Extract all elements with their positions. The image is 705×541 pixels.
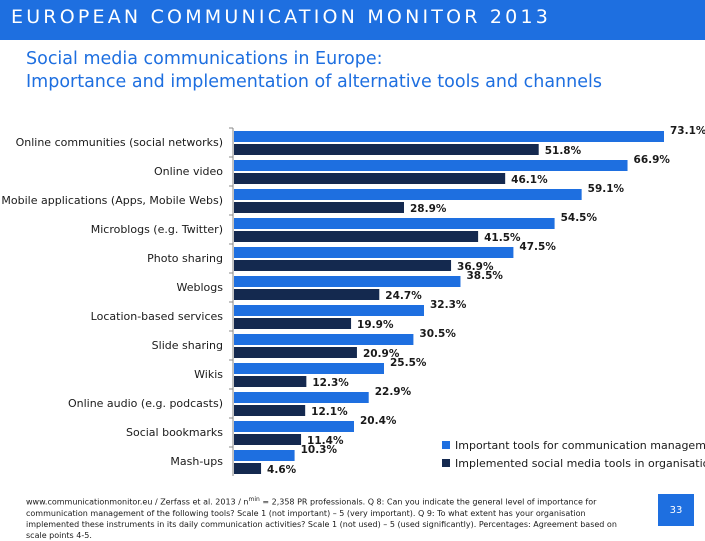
legend-item-implemented: Implemented social media tools in organi…: [442, 454, 705, 472]
header-band: EUROPEAN COMMUNICATION MONITOR 2013: [0, 0, 705, 40]
footer-source: www.communicationmonitor.eu / Zerfass et…: [26, 497, 249, 507]
bar-implemented: [234, 231, 479, 242]
bar-important: [234, 392, 369, 403]
value-label-implemented: 19.9%: [357, 319, 394, 331]
bar-important: [234, 276, 461, 287]
slide-title: Social media communications in Europe: I…: [26, 48, 602, 94]
slide-title-line-1: Social media communications in Europe:: [26, 49, 383, 69]
legend-label-important: Important tools for communication manage…: [455, 438, 705, 452]
bar-important: [234, 218, 555, 229]
legend-swatch-important: [442, 441, 450, 449]
value-label-implemented: 20.9%: [363, 348, 400, 360]
value-label-implemented: 4.6%: [267, 464, 297, 476]
category-label: Social bookmarks: [126, 426, 223, 439]
category-label: Microblogs (e.g. Twitter): [91, 223, 223, 236]
value-label-implemented: 11.4%: [307, 435, 344, 447]
value-label-important: 32.3%: [430, 299, 467, 311]
value-label-important: 47.5%: [519, 241, 556, 253]
chart-bars: Online communities (social networks) 73.1…: [1, 125, 705, 476]
bar-important: [234, 305, 424, 316]
bar-implemented: [234, 376, 307, 387]
value-label-important: 10.3%: [301, 444, 338, 456]
category-label: Mash-ups: [170, 455, 223, 468]
value-label-important: 66.9%: [634, 154, 671, 166]
bar-implemented: [234, 173, 506, 184]
value-label-implemented: 24.7%: [385, 290, 422, 302]
bar-implemented: [234, 260, 452, 271]
value-label-implemented: 12.3%: [312, 377, 349, 389]
bar-implemented: [234, 347, 357, 358]
value-label-important: 38.5%: [466, 270, 503, 282]
chart-legend: Important tools for communication manage…: [442, 436, 705, 472]
bar-important: [234, 131, 664, 142]
bar-important: [234, 189, 582, 200]
value-label-important: 73.1%: [670, 125, 705, 137]
bar-important: [234, 247, 514, 258]
bar-important: [234, 421, 354, 432]
bar-implemented: [234, 144, 539, 155]
category-label: Online audio (e.g. podcasts): [68, 397, 223, 410]
value-label-important: 25.5%: [390, 357, 427, 369]
page-number: 33: [669, 504, 683, 516]
category-label: Mobile applications (Apps, Mobile Webs): [1, 194, 223, 207]
footer-superscript: min: [248, 496, 260, 503]
value-label-implemented: 41.5%: [484, 232, 521, 244]
bar-implemented: [234, 405, 306, 416]
value-label-important: 22.9%: [375, 386, 412, 398]
value-label-implemented: 51.8%: [545, 145, 582, 157]
bar-chart: Online communities (social networks) 73.1…: [1, 125, 705, 476]
slide-title-line-2: Importance and implementation of alterna…: [26, 72, 602, 92]
value-label-implemented: 36.9%: [457, 261, 494, 273]
category-label: Location-based services: [91, 310, 224, 323]
bar-implemented: [234, 318, 352, 329]
value-label-important: 30.5%: [419, 328, 456, 340]
value-label-important: 20.4%: [360, 415, 397, 427]
page-number-badge: 33: [658, 494, 694, 526]
value-label-important: 54.5%: [561, 212, 598, 224]
value-label-implemented: 46.1%: [511, 174, 548, 186]
value-label-implemented: 12.1%: [311, 406, 348, 418]
category-label: Photo sharing: [147, 252, 223, 265]
category-label: Weblogs: [177, 281, 224, 294]
bar-implemented: [234, 202, 404, 213]
bar-important: [234, 363, 384, 374]
value-label-important: 59.1%: [588, 183, 625, 195]
category-label: Slide sharing: [152, 339, 223, 352]
bar-implemented: [234, 289, 380, 300]
bar-implemented: [234, 434, 302, 445]
legend-swatch-implemented: [442, 459, 450, 467]
footer-source-note: www.communicationmonitor.eu / Zerfass et…: [26, 494, 636, 541]
category-label: Online communities (social networks): [16, 136, 223, 149]
legend-label-implemented: Implemented social media tools in organi…: [455, 456, 705, 470]
value-label-implemented: 28.9%: [410, 203, 447, 215]
monitor-title: EUROPEAN COMMUNICATION MONITOR 2013: [11, 6, 552, 28]
bar-important: [234, 160, 628, 171]
bar-important: [234, 334, 414, 345]
bar-important: [234, 450, 295, 461]
category-label: Wikis: [194, 368, 223, 381]
bar-implemented: [234, 463, 262, 474]
legend-item-important: Important tools for communication manage…: [442, 436, 705, 454]
category-label: Online video: [154, 165, 223, 178]
